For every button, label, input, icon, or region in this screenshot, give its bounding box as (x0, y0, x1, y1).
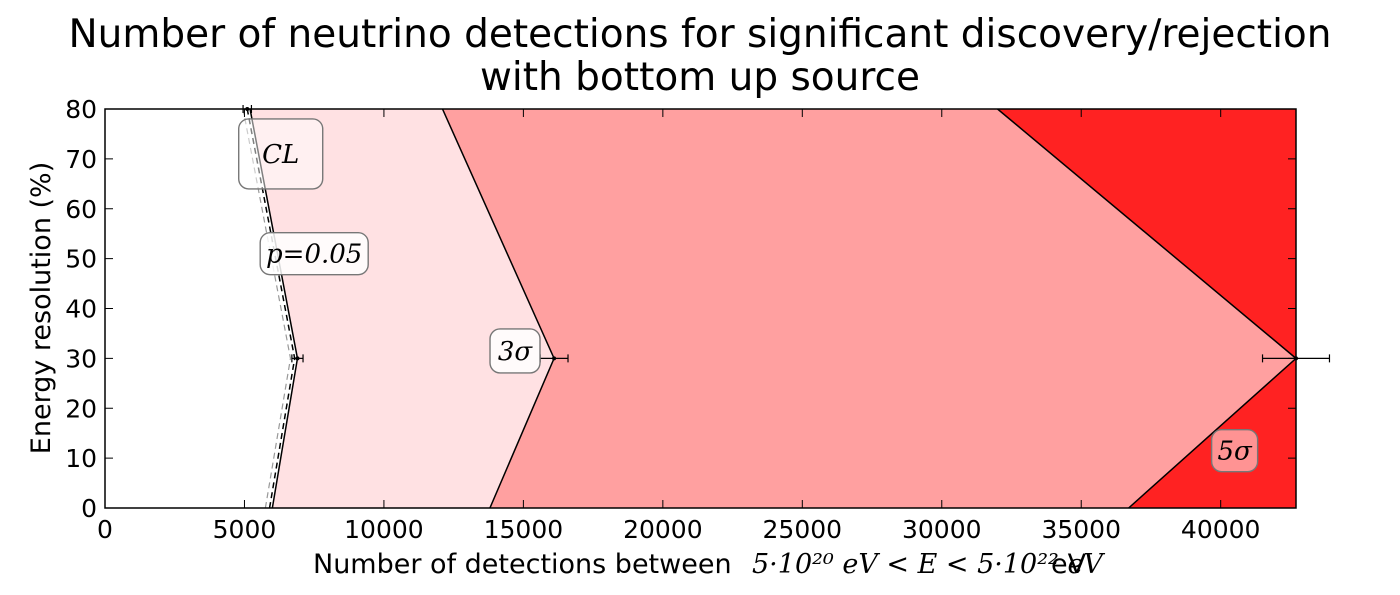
annotation-3: 5σ (1210, 428, 1259, 473)
annotation-2: 3σ (489, 328, 541, 374)
x-tick-label: 0 (97, 515, 113, 544)
y-tick-label: 40 (65, 295, 97, 324)
y-tick-label: 30 (65, 344, 97, 373)
annotation-box (259, 231, 369, 276)
x-tick-label: 20000 (623, 515, 703, 544)
annotation-label: p=0.05 (266, 240, 362, 270)
annotation-label: 3σ (498, 337, 534, 367)
chart-title-line2: with bottom up source (480, 55, 920, 100)
x-axis-label-math: 5·10²⁰ eV < E < 5·10²² eV (752, 549, 1105, 580)
region-3sigma (442, 109, 1296, 508)
annotation-box (238, 118, 324, 190)
x-tick-label: 10000 (344, 515, 424, 544)
y-tick-label: 50 (65, 245, 97, 274)
region-5sigma (997, 109, 1296, 508)
plot-area (104, 105, 1331, 509)
annotation-label: 5σ (1217, 437, 1253, 467)
x-tick-label: 40000 (1181, 515, 1261, 544)
y-tick-label: 70 (65, 145, 97, 174)
x-tick-label: 5000 (213, 515, 277, 544)
x-axis-label-prefix: Number of detections between (313, 549, 732, 580)
axis-ticks: 0 5000 10000 15000 20000 25000 30000 35000 40000… (65, 95, 1296, 544)
y-tick-label: 20 (65, 394, 97, 423)
line-cl-gray (242, 109, 292, 508)
annotation-box (1210, 428, 1259, 473)
plot-regions (105, 109, 1296, 508)
x-tick-label: 25000 (763, 515, 843, 544)
x-tick-label: 35000 (1041, 515, 1121, 544)
y-tick-label: 10 (65, 444, 97, 473)
annotation-1: p=0.05 (259, 231, 369, 276)
x-tick-label: 15000 (484, 515, 564, 544)
y-tick-label: 60 (65, 195, 97, 224)
error-bar-0 (291, 354, 304, 363)
annotation-label: CL (262, 140, 299, 170)
error-bar-point (552, 356, 557, 361)
annotation-0: CL (238, 118, 324, 190)
y-axis-label: Energy resolution (%) (26, 162, 57, 454)
y-tick-label: 0 (81, 494, 97, 523)
chart-title-line1: Number of neutrino detections for signif… (68, 12, 1331, 57)
y-tick-label: 80 (65, 95, 97, 124)
x-axis-label: Number of detections between 5·10²⁰ eV <… (313, 549, 1105, 580)
annotations: CL p=0.05 3σ 5σ (238, 118, 1259, 473)
error-bar-point (295, 356, 300, 361)
x-tick-label: 30000 (902, 515, 982, 544)
line-5sigma (997, 109, 1296, 508)
annotation-box (489, 328, 541, 374)
x-axis-label-suffix: eV (1051, 549, 1087, 580)
